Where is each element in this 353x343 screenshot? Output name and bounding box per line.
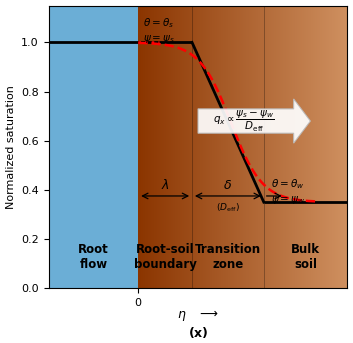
Text: $\mathbf{(x)}$: $\mathbf{(x)}$ bbox=[188, 325, 208, 340]
Text: $\lambda$: $\lambda$ bbox=[161, 178, 169, 192]
Text: $\theta = \theta_s$: $\theta = \theta_s$ bbox=[143, 16, 174, 30]
Text: $\eta$   $\longrightarrow$: $\eta$ $\longrightarrow$ bbox=[177, 308, 219, 323]
Text: $\psi = \psi_s$: $\psi = \psi_s$ bbox=[143, 33, 175, 45]
Text: Root-soil
boundary: Root-soil boundary bbox=[134, 243, 197, 271]
Polygon shape bbox=[198, 99, 310, 143]
Bar bbox=[49, 5, 138, 288]
Text: $\psi = \psi_w$: $\psi = \psi_w$ bbox=[271, 194, 305, 206]
Text: $\delta$: $\delta$ bbox=[223, 179, 232, 192]
Y-axis label: Normalized saturation: Normalized saturation bbox=[6, 85, 16, 209]
Text: $\theta = \theta_w$: $\theta = \theta_w$ bbox=[271, 177, 304, 191]
Text: Root
flow: Root flow bbox=[78, 243, 109, 271]
Text: Transition
zone: Transition zone bbox=[195, 243, 261, 271]
Text: Bulk
soil: Bulk soil bbox=[291, 243, 320, 271]
Text: $(D_\mathrm{eff})$: $(D_\mathrm{eff})$ bbox=[216, 202, 240, 214]
Text: $q_x \propto \dfrac{\psi_s - \psi_w}{D_\mathrm{eff}}$: $q_x \propto \dfrac{\psi_s - \psi_w}{D_\… bbox=[213, 108, 275, 133]
